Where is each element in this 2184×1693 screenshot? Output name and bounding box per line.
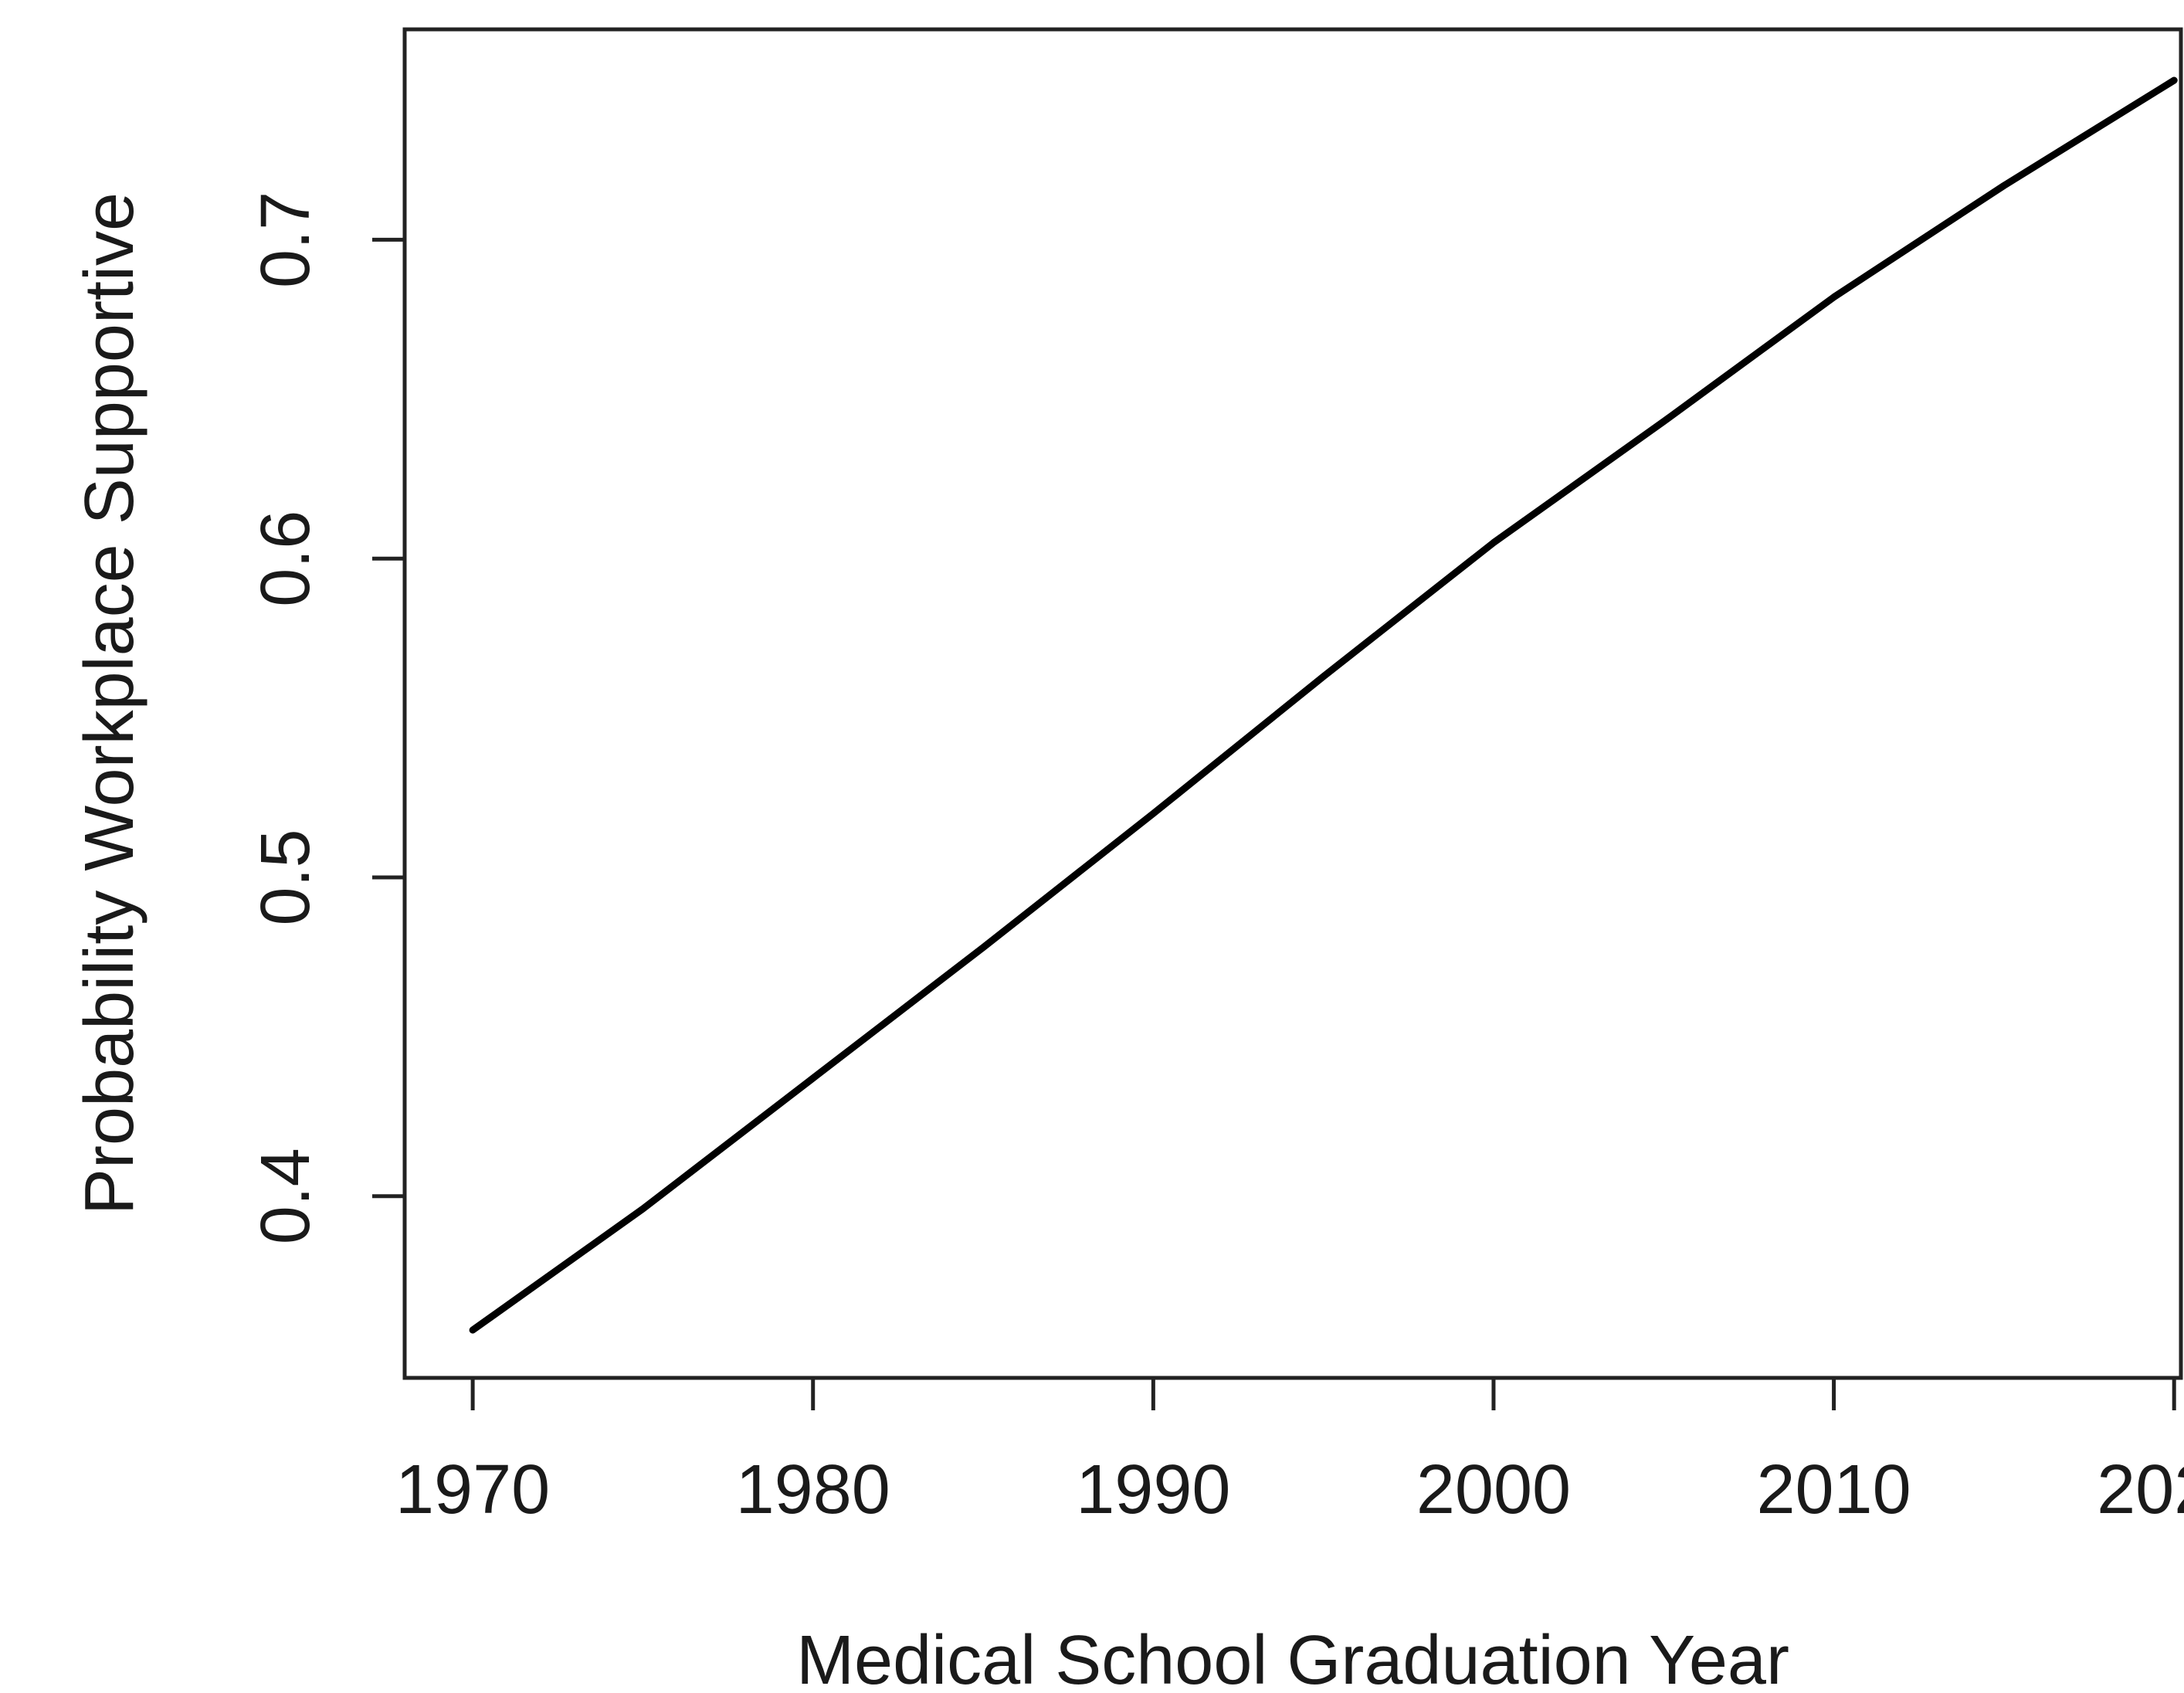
x-tick-label: 2000 (1416, 1451, 1571, 1528)
x-tick-label: 1990 (1076, 1451, 1230, 1528)
x-axis-title: Medical School Graduation Year (796, 1622, 1789, 1693)
y-axis: 0.4 0.5 0.6 0.7 (247, 192, 405, 1244)
y-axis-title: Probability Workplace Supportive (71, 192, 148, 1215)
plot-frame (402, 27, 2183, 1380)
x-tick-label: 2010 (1756, 1451, 1911, 1528)
x-tick-label: 1970 (395, 1451, 550, 1528)
y-tick-label: 0.5 (247, 829, 324, 925)
y-tick-label: 0.7 (247, 192, 324, 288)
series-line (469, 76, 2178, 1334)
y-tick-label: 0.6 (247, 511, 324, 607)
x-axis: 1970 1980 1990 2000 2010 2020 (395, 1378, 2184, 1528)
x-tick-label: 2020 (2097, 1451, 2184, 1528)
y-tick-label: 0.4 (247, 1148, 324, 1244)
x-tick-label: 1980 (736, 1451, 890, 1528)
